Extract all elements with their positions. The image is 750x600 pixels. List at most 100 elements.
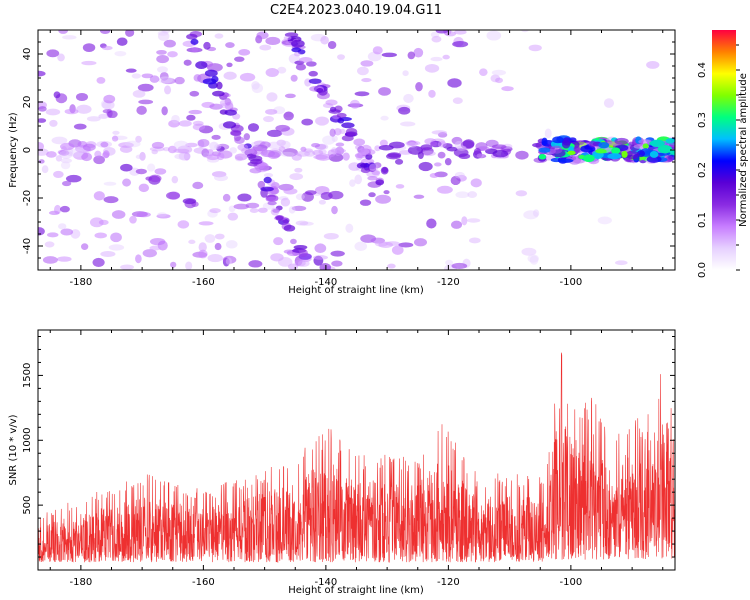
heatmap-cell	[573, 144, 580, 154]
heatmap-cell	[226, 62, 233, 68]
heatmap-cell	[280, 151, 295, 157]
heatmap-cell	[98, 113, 109, 119]
heatmap-cell	[444, 158, 452, 166]
heatmap-cell	[455, 191, 470, 199]
heatmap-cell	[212, 90, 225, 97]
heatmap-cell	[122, 178, 132, 187]
heatmap-cell	[491, 69, 507, 76]
heatmap-cell	[276, 139, 286, 147]
heatmap-cell	[646, 155, 662, 163]
heatmap-cell	[135, 135, 142, 143]
heatmap-cell	[119, 145, 133, 153]
chart-title: C2E4.2023.040.19.04.G11	[270, 3, 442, 18]
colorbar-tick-label: 0.4	[697, 62, 708, 78]
heatmap-cell	[283, 224, 296, 232]
heatmap-cell	[62, 35, 77, 40]
heatmap-cell	[58, 150, 70, 156]
heatmap-cell	[157, 66, 168, 73]
heatmap-cell	[203, 41, 211, 50]
heatmap-cell	[257, 180, 266, 189]
heatmap-cell	[451, 220, 463, 229]
heatmap-cell	[234, 153, 248, 161]
heatmap-cell	[229, 147, 237, 154]
heatmap-cell	[81, 243, 89, 251]
heatmap-cell	[413, 47, 424, 58]
heatmap-cell	[323, 232, 339, 240]
heatmap-cell	[398, 242, 414, 248]
heatmap-cell	[451, 136, 463, 145]
heatmap-cell	[461, 216, 468, 226]
heatmap-cell	[51, 136, 68, 145]
heatmap-cell	[211, 134, 221, 140]
heatmap-cell	[156, 213, 171, 219]
heatmap-cell	[198, 242, 207, 252]
heatmap-cell	[359, 199, 372, 206]
heatmap-cell	[319, 263, 332, 270]
y-tick-label: 1000	[22, 428, 33, 453]
spectrogram-xlabel: Height of straight line (km)	[288, 285, 424, 296]
heatmap-cell	[75, 92, 89, 102]
snr-line	[38, 352, 675, 564]
heatmap-cell	[247, 123, 260, 132]
heatmap-cell	[315, 116, 329, 126]
heatmap-cell	[193, 147, 209, 154]
heatmap-cell	[454, 30, 467, 35]
heatmap-cell	[267, 141, 282, 150]
heatmap-cell	[277, 257, 293, 267]
heatmap-cell	[227, 212, 239, 221]
heatmap-cell	[430, 56, 443, 62]
heatmap-cell	[589, 140, 597, 148]
heatmap-cell	[94, 232, 107, 239]
heatmap-cell	[102, 150, 110, 159]
heatmap-cell	[149, 75, 160, 83]
heatmap-cell	[557, 158, 574, 163]
heatmap-cell	[225, 42, 235, 49]
heatmap-cell	[112, 130, 120, 135]
heatmap-cell	[248, 260, 263, 268]
heatmap-cell	[325, 99, 338, 106]
heatmap-cell	[583, 154, 595, 163]
heatmap-cell	[151, 141, 165, 149]
heatmap-cell	[277, 66, 287, 74]
heatmap-cell	[53, 170, 64, 178]
heatmap-cell	[149, 245, 161, 251]
heatmap-cell	[369, 163, 379, 172]
heatmap-cell	[111, 210, 126, 219]
heatmap-cell	[81, 152, 93, 162]
colorbar-tick-label: 0.1	[697, 212, 708, 228]
x-tick-label: -160	[192, 577, 215, 588]
heatmap-cell	[111, 135, 119, 142]
x-tick-label: -100	[560, 577, 583, 588]
heatmap-cell	[273, 237, 284, 246]
heatmap-cell	[335, 142, 345, 147]
heatmap-cell	[355, 144, 364, 151]
heatmap-cell	[383, 190, 390, 195]
y-tick-label: -20	[22, 190, 33, 206]
heatmap-cell	[283, 35, 292, 41]
heatmap-cell	[407, 51, 416, 60]
heatmap-cell	[225, 257, 232, 265]
heatmap-cell	[57, 53, 65, 62]
heatmap-cell	[94, 150, 102, 158]
heatmap-cell	[452, 97, 463, 104]
heatmap-cell	[451, 262, 468, 270]
heatmap-cell	[46, 151, 57, 158]
heatmap-cell	[38, 141, 45, 151]
heatmap-cell	[138, 99, 154, 105]
heatmap-cell	[164, 85, 172, 95]
heatmap-cell	[361, 78, 372, 83]
heatmap-cell	[341, 135, 354, 142]
heatmap-cell	[248, 155, 263, 162]
heatmap-cell	[538, 147, 551, 153]
heatmap-cell	[41, 165, 49, 174]
heatmap-cell	[148, 174, 162, 183]
heatmap-cell	[114, 50, 127, 57]
heatmap-cell	[193, 74, 202, 82]
heatmap-cell	[294, 167, 303, 173]
heatmap-cell	[266, 129, 283, 138]
heatmap-cell	[81, 60, 97, 66]
heatmap-cell	[649, 151, 659, 158]
heatmap-cell	[204, 69, 218, 77]
heatmap-cell	[544, 128, 552, 139]
heatmap-cell	[174, 76, 185, 85]
